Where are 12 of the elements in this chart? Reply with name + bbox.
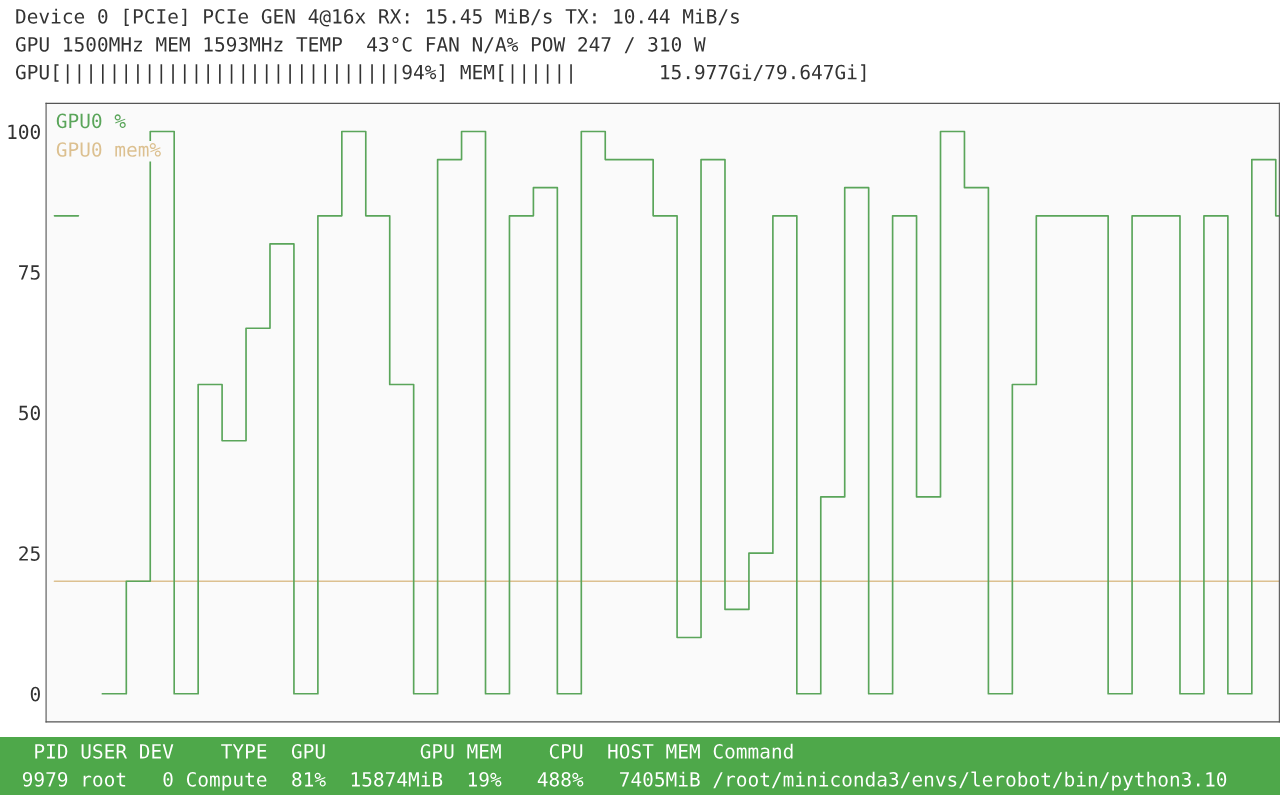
y-tick-label: 100 [8,124,40,140]
y-tick-label: 75 [19,265,40,280]
text: GPU0 mem% [56,142,161,157]
text: 9979 root 0 Compute 81% 15874MiB 19% 488% 7405MiB /root/miniconda3/envs/lerobot/bin/python3.10 [22,771,1227,791]
y-tick-label: 25 [19,546,40,561]
series-label: GPU0 % [56,113,126,129]
text: PID USER DEV TYPE GPU GPU MEM CPU HOST MEM Command [35,743,793,759]
text: Device 0 [PCIe] PCIe GEN 4@16x RX: 15.45 MiB/s TX: 10.44 MiB/s [16,8,739,27]
text: GPU[|||||||||||||||||||||||||||||94%] MEM[|||||| 15.977Gi/79.647Gi] [15,64,866,84]
text: GPU 1500MHz MEM 1593MHz TEMP 43°C FAN N/A% POW 247 / 310 W [15,36,706,54]
y-tick-label: 50 [19,405,40,421]
y-tick-label: 0 [30,686,40,702]
